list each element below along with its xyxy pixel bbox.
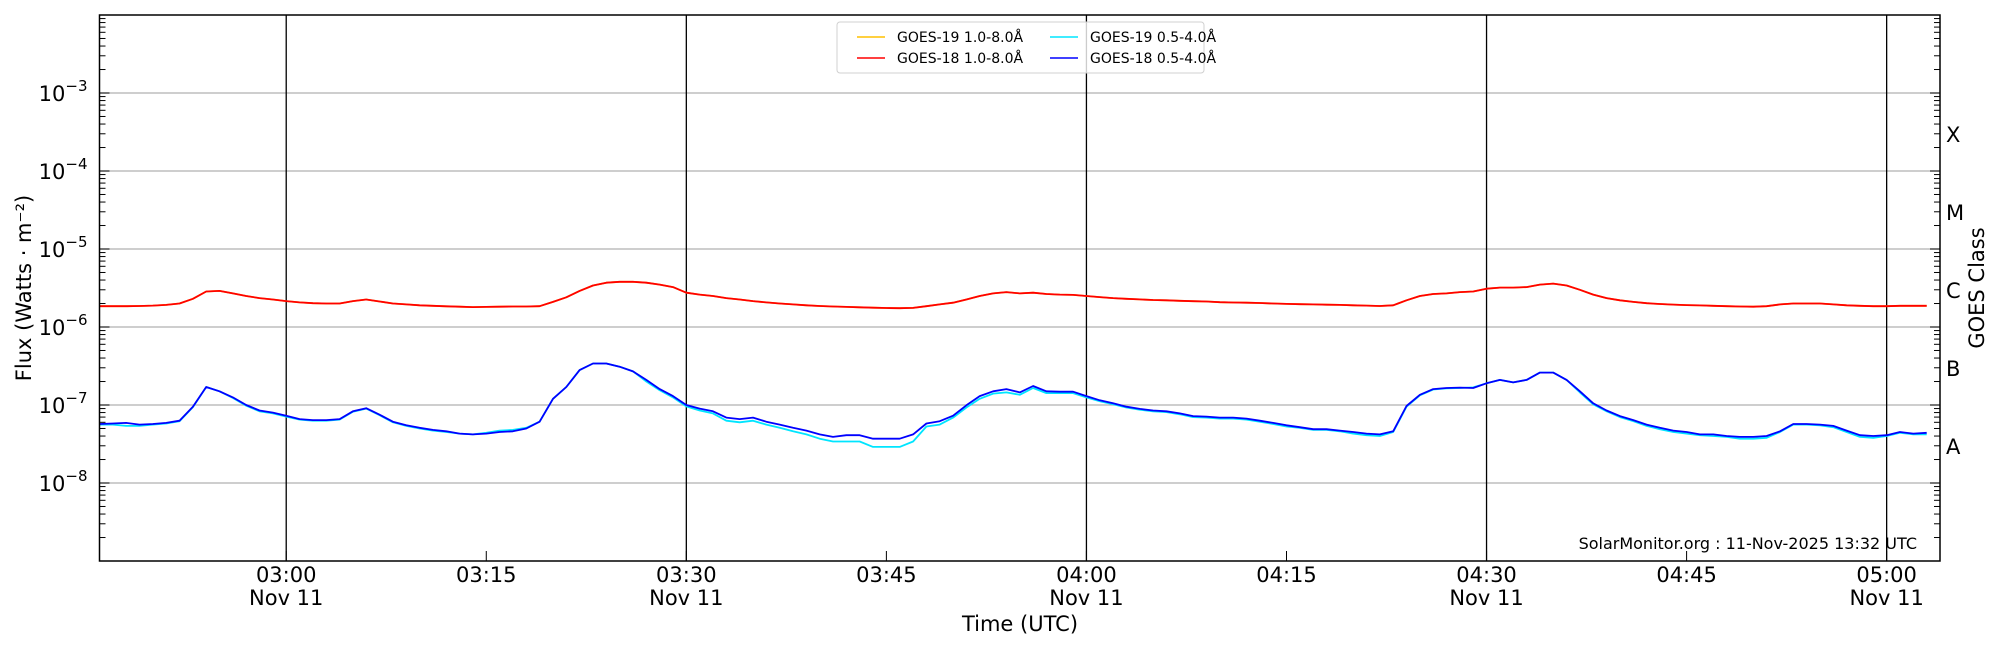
x-tick-date-label: Nov 11 xyxy=(249,586,323,610)
y-tick-label: 10−6 xyxy=(39,311,88,340)
legend-box xyxy=(836,21,1205,74)
x-tick-label: 04:15 xyxy=(1256,563,1317,587)
axis-ticks xyxy=(99,18,1940,562)
x-tick-label: 03:00 xyxy=(256,563,317,587)
x-tick-label: 04:30 xyxy=(1456,563,1517,587)
x-tick-date-label: Nov 11 xyxy=(649,586,723,610)
goes-class-label: X xyxy=(1946,123,1960,147)
legend: GOES-19 1.0-8.0Å GOES-19 0.5-4.0Å GOES-18 … xyxy=(836,21,1216,74)
series-line-goes-18-1-0-8-0- xyxy=(99,280,1927,310)
y-tick-label: 10−4 xyxy=(39,155,88,184)
legend-label: GOES-19 0.5-4.0Å xyxy=(1090,29,1216,46)
x-tick-date-label: Nov 11 xyxy=(1849,586,1923,610)
x-tick-label: 05:00 xyxy=(1856,563,1917,587)
y-tick-label: 10−3 xyxy=(39,77,88,106)
goes-class-label: A xyxy=(1946,435,1961,459)
x-tick-label: 03:15 xyxy=(456,563,517,587)
watermark-annotation: SolarMonitor.org : 11-Nov-2025 13:32 UTC xyxy=(1579,534,1917,553)
legend-label: GOES-18 1.0-8.0Å xyxy=(897,50,1023,67)
grid xyxy=(99,15,1940,561)
legend-label: GOES-18 0.5-4.0Å xyxy=(1090,50,1216,67)
goes-class-label: M xyxy=(1946,201,1964,225)
y-tick-label: 10−5 xyxy=(39,233,88,262)
goes-class-label: B xyxy=(1946,357,1960,381)
x-tick-label: 04:45 xyxy=(1656,563,1717,587)
series-line-goes-18-0-5-4-0- xyxy=(99,362,1927,440)
series-lines xyxy=(99,280,1927,448)
y-axis-right-label: GOES Class xyxy=(1965,227,1989,348)
x-tick-label: 03:30 xyxy=(656,563,717,587)
y-tick-label: 10−7 xyxy=(39,389,88,418)
goes-class-label: C xyxy=(1946,279,1961,303)
x-tick-label: 04:00 xyxy=(1056,563,1117,587)
plot-frame xyxy=(98,14,1941,562)
legend-label: GOES-19 1.0-8.0Å xyxy=(897,29,1023,46)
x-tick-date-label: Nov 11 xyxy=(1049,586,1123,610)
y-axis-label: Flux (Watts · m⁻²) xyxy=(12,195,36,381)
y-tick-label: 10−8 xyxy=(39,467,88,496)
x-tick-label: 03:45 xyxy=(856,563,917,587)
x-axis-label: Time (UTC) xyxy=(961,612,1078,636)
x-tick-date-label: Nov 11 xyxy=(1449,586,1523,610)
